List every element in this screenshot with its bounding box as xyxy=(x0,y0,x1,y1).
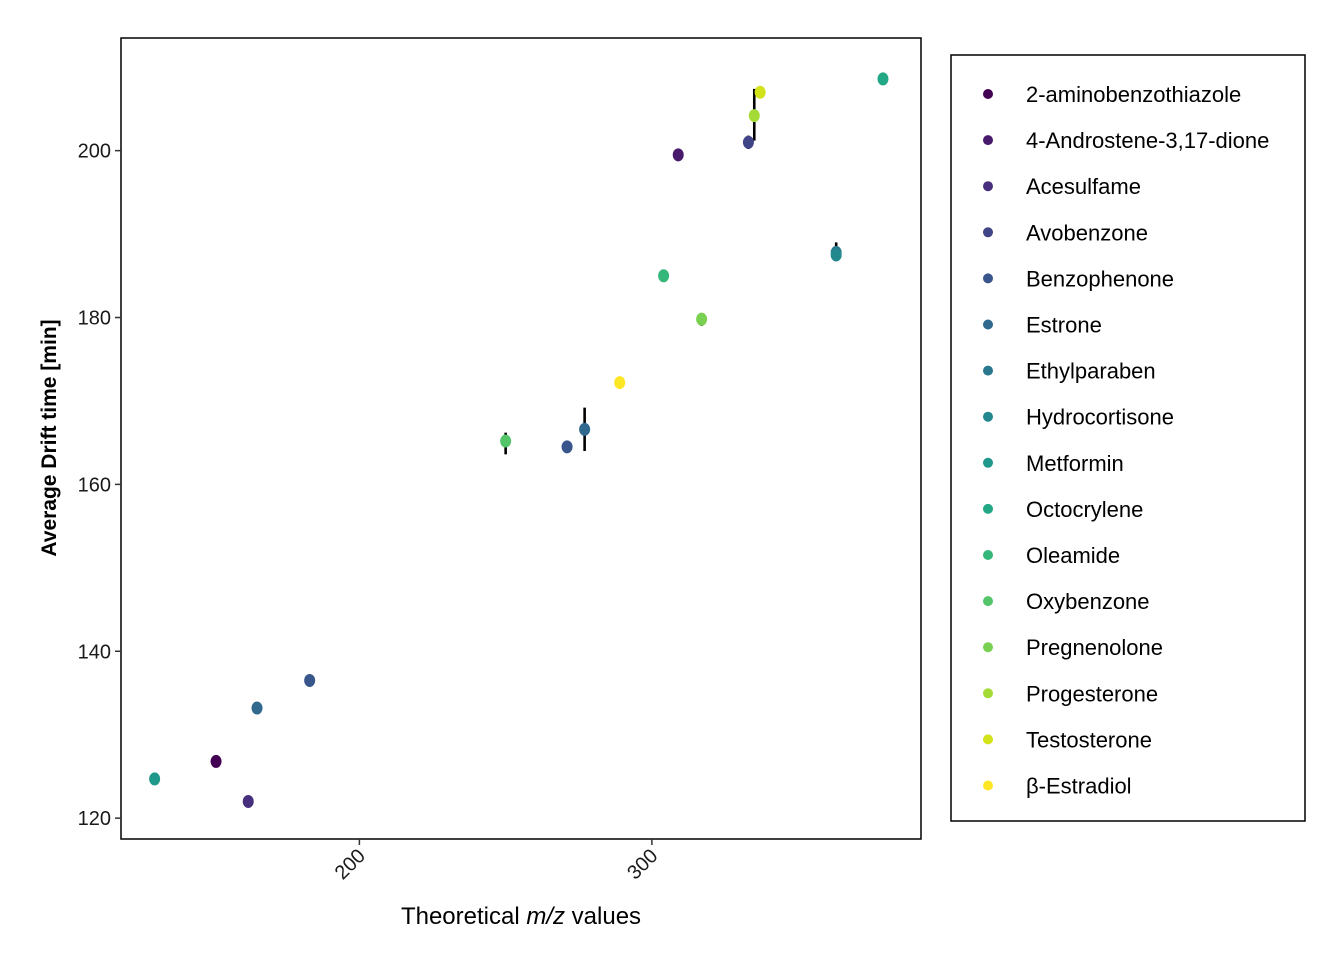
y-tick-label-200: 200 xyxy=(78,141,111,163)
legend-label-15: β-Estradiol xyxy=(1026,774,1132,799)
legend-key-1 xyxy=(983,135,993,146)
data-point-12-0 xyxy=(696,312,708,326)
legend-label-5: Estrone xyxy=(1026,313,1102,338)
data-point-2-0 xyxy=(242,794,254,808)
data-point-0-0 xyxy=(210,754,222,768)
legend-key-9 xyxy=(983,503,993,514)
legend-key-0 xyxy=(983,89,993,99)
legend-key-6 xyxy=(983,365,993,376)
data-points xyxy=(149,72,889,808)
x-axis-title-post: values xyxy=(565,903,641,930)
data-point-5-0 xyxy=(251,701,263,715)
legend-label-9: Octocrylene xyxy=(1026,497,1143,522)
y-axis-title: Average Drift time [min] xyxy=(38,319,61,556)
legend-key-3 xyxy=(983,227,993,238)
x-axis: 200 300 xyxy=(331,839,662,884)
data-point-4-0 xyxy=(304,673,316,687)
y-axis: 120 140 160 180 200 xyxy=(78,141,121,830)
legend-label-7: Hydrocortisone xyxy=(1026,405,1174,430)
x-tick-label-200: 200 xyxy=(331,845,370,884)
y-tick-label-160: 160 xyxy=(78,474,111,496)
data-point-11-0 xyxy=(500,434,512,448)
legend-key-14 xyxy=(983,734,993,745)
data-point-7-0 xyxy=(830,248,842,262)
legend-label-1: 4-Androstene-3,17-dione xyxy=(1026,128,1269,153)
data-point-9-0 xyxy=(877,72,889,86)
data-point-4-1 xyxy=(561,440,573,454)
legend-label-13: Progesterone xyxy=(1026,681,1158,706)
legend-label-2: Acesulfame xyxy=(1026,174,1141,199)
y-tick-label-120: 120 xyxy=(78,808,111,830)
legend-key-13 xyxy=(983,688,993,699)
legend-label-6: Ethylparaben xyxy=(1026,359,1156,384)
legend-label-12: Pregnenolone xyxy=(1026,635,1163,660)
legend-key-2 xyxy=(983,181,993,192)
legend: 2-aminobenzothiazole 4-Androstene-3,17-di… xyxy=(983,82,1269,799)
legend-key-10 xyxy=(983,550,993,560)
legend-box xyxy=(950,54,1306,822)
x-axis-title-pre: Theoretical xyxy=(401,903,526,930)
legend-key-5 xyxy=(983,319,993,330)
y-tick-label-140: 140 xyxy=(78,641,111,663)
data-point-14-0 xyxy=(754,85,766,99)
data-point-8-0 xyxy=(149,772,161,786)
legend-label-3: Avobenzone xyxy=(1026,220,1148,245)
legend-label-14: Testosterone xyxy=(1026,727,1152,752)
data-point-10-0 xyxy=(658,269,670,283)
data-point-15-0 xyxy=(614,376,626,390)
plot-panel xyxy=(120,37,922,840)
y-tick-label-180: 180 xyxy=(78,308,111,330)
legend-label-10: Oleamide xyxy=(1026,543,1120,568)
data-point-5-1 xyxy=(579,422,591,436)
legend-label-11: Oxybenzone xyxy=(1026,589,1150,614)
legend-key-12 xyxy=(983,642,993,653)
data-point-1-0 xyxy=(672,148,684,162)
data-point-3-0 xyxy=(742,135,754,149)
legend-key-7 xyxy=(983,411,993,422)
legend-label-0: 2-aminobenzothiazole xyxy=(1026,82,1241,107)
legend-key-15 xyxy=(983,780,993,791)
x-tick-label-300: 300 xyxy=(623,845,662,884)
x-axis-title-italic: m/z xyxy=(526,903,565,930)
legend-key-11 xyxy=(983,596,993,607)
legend-key-4 xyxy=(983,273,993,284)
legend-label-8: Metformin xyxy=(1026,451,1124,476)
legend-key-8 xyxy=(983,457,993,468)
legend-label-4: Benzophenone xyxy=(1026,266,1174,291)
x-axis-title: Theoretical m/z values xyxy=(401,903,641,930)
data-point-13-0 xyxy=(748,109,760,123)
